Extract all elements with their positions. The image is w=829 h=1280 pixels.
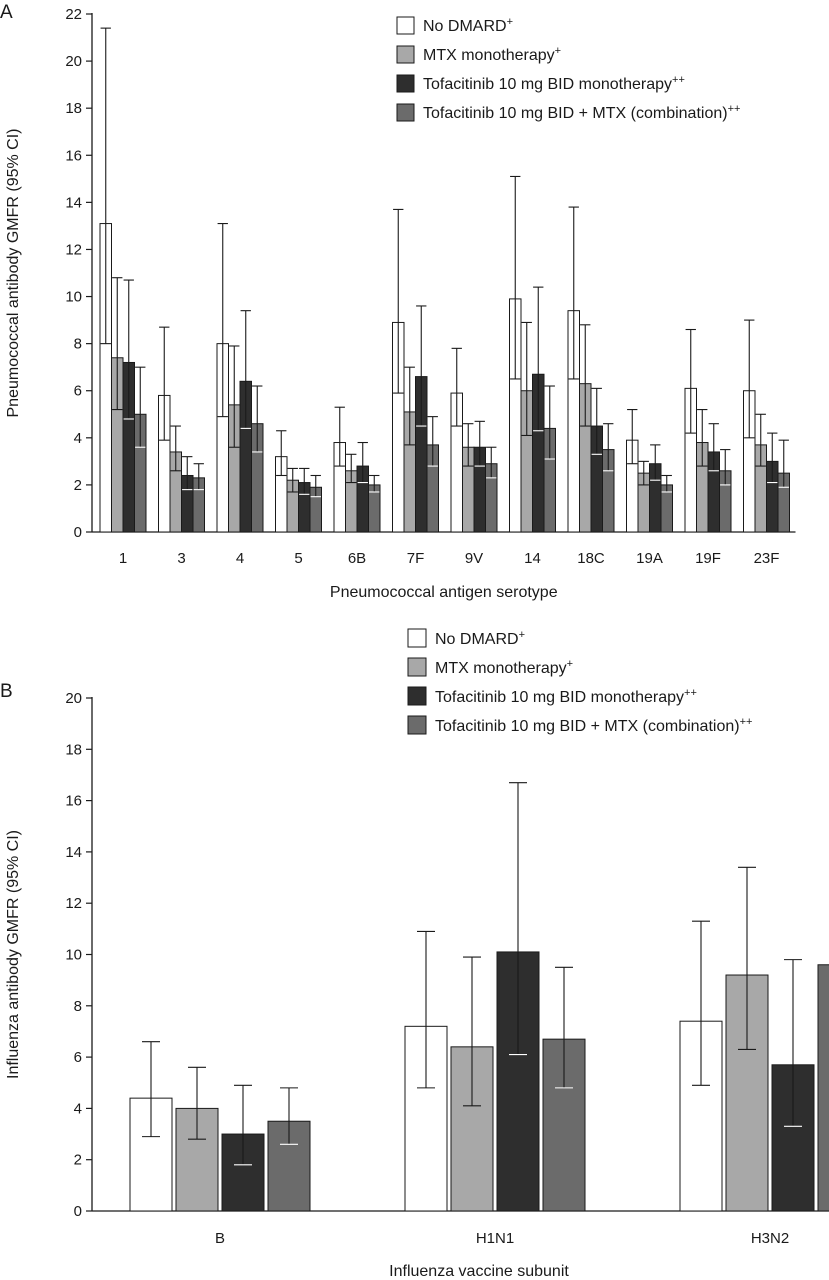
legend-item: Tofacitinib 10 mg BID + MTX (combination… xyxy=(407,715,752,735)
legend-label: MTX monotherapy+ xyxy=(423,45,561,64)
category-label: 19A xyxy=(636,550,663,567)
y-tick-label: 12 xyxy=(65,241,82,258)
chart-panel-b: 0 2 4 6 8 10 12 14 16 18 20 Influenza antibody GMFR… xyxy=(5,628,829,1280)
y-tick-label: 2 xyxy=(74,1152,82,1169)
y-tick-label: 12 xyxy=(65,895,82,912)
legend-superscript: ++ xyxy=(740,716,753,728)
y-tick-label: 10 xyxy=(65,289,82,306)
legend-superscript: ++ xyxy=(728,103,741,115)
bar xyxy=(817,964,829,1212)
legend-label: Tofacitinib 10 mg BID + MTX (combination… xyxy=(423,103,740,122)
category-label: 19F xyxy=(695,550,721,567)
legend-item: Tofacitinib 10 mg BID monotherapy++ xyxy=(407,686,697,706)
legend-swatch xyxy=(407,657,427,677)
legend-item: MTX monotherapy+ xyxy=(396,45,561,64)
y-tick-label: 16 xyxy=(65,147,82,164)
legend-superscript: ++ xyxy=(672,74,685,86)
legend-swatch xyxy=(407,686,427,706)
legend-superscript: + xyxy=(519,629,525,641)
legend-label: Tofacitinib 10 mg BID + MTX (combination… xyxy=(435,716,752,735)
legend-label: No DMARD+ xyxy=(423,16,513,35)
y-tick-label: 0 xyxy=(74,524,82,541)
y-axis-label: Influenza antibody GMFR (95% CI) xyxy=(5,830,22,1079)
legend-item: No DMARD+ xyxy=(396,16,513,35)
category-label: 3 xyxy=(177,550,185,567)
category-label: 9V xyxy=(465,550,483,567)
y-tick-label: 2 xyxy=(74,477,82,494)
legend-swatch xyxy=(407,628,427,648)
legend-swatch xyxy=(396,16,415,35)
category-label: 6B xyxy=(348,550,366,567)
y-tick-label: 16 xyxy=(65,793,82,810)
x-axis-label: Influenza vaccine subunit xyxy=(389,1263,569,1280)
panel-a-letter: A xyxy=(0,2,13,23)
y-tick-label: 8 xyxy=(74,998,82,1015)
legend-item: MTX monotherapy+ xyxy=(407,657,573,677)
category-label: B xyxy=(215,1230,225,1247)
y-tick-label: 4 xyxy=(74,1100,82,1117)
y-tick-label: 6 xyxy=(74,1049,82,1066)
legend-label: No DMARD+ xyxy=(435,629,525,648)
legend-swatch xyxy=(396,103,415,122)
y-tick-label: 14 xyxy=(65,844,82,861)
legend-superscript: + xyxy=(555,45,561,57)
category-label: H3N2 xyxy=(751,1230,789,1247)
category-label: 5 xyxy=(294,550,302,567)
category-label: 1 xyxy=(119,550,127,567)
legend-swatch xyxy=(396,45,415,64)
y-axis-label: Pneumococcal antibody GMFR (95% CI) xyxy=(5,129,22,418)
legend-superscript: + xyxy=(567,658,573,670)
y-tick-label: 22 xyxy=(65,6,82,23)
legend-label: MTX monotherapy+ xyxy=(435,658,573,677)
legend-label: Tofacitinib 10 mg BID monotherapy++ xyxy=(435,687,697,706)
legend-superscript: ++ xyxy=(684,687,697,699)
category-label: 14 xyxy=(524,550,541,567)
y-tick-label: 10 xyxy=(65,947,82,964)
y-tick-label: 4 xyxy=(74,430,82,447)
category-label: 23F xyxy=(754,550,780,567)
y-tick-label: 0 xyxy=(74,1203,82,1220)
x-axis-label: Pneumococcal antigen serotype xyxy=(330,584,558,601)
legend-superscript: + xyxy=(507,16,513,28)
legend-swatch xyxy=(396,74,415,93)
legend-label: Tofacitinib 10 mg BID monotherapy++ xyxy=(423,74,685,93)
category-label: 18C xyxy=(577,550,605,567)
y-tick-label: 8 xyxy=(74,336,82,353)
category-label: H1N1 xyxy=(476,1230,514,1247)
y-tick-label: 20 xyxy=(65,690,82,707)
legend-item: Tofacitinib 10 mg BID monotherapy++ xyxy=(396,74,685,93)
legend-item: Tofacitinib 10 mg BID + MTX (combination… xyxy=(396,103,740,122)
legend-swatch xyxy=(407,715,427,735)
panel-b-letter: B xyxy=(0,681,13,702)
y-tick-label: 18 xyxy=(65,100,82,117)
legend-item: No DMARD+ xyxy=(407,628,525,648)
y-tick-label: 20 xyxy=(65,53,82,70)
y-tick-label: 6 xyxy=(74,383,82,400)
y-tick-label: 18 xyxy=(65,741,82,758)
category-label: 4 xyxy=(236,550,244,567)
y-tick-label: 14 xyxy=(65,194,82,211)
category-label: 7F xyxy=(407,550,425,567)
